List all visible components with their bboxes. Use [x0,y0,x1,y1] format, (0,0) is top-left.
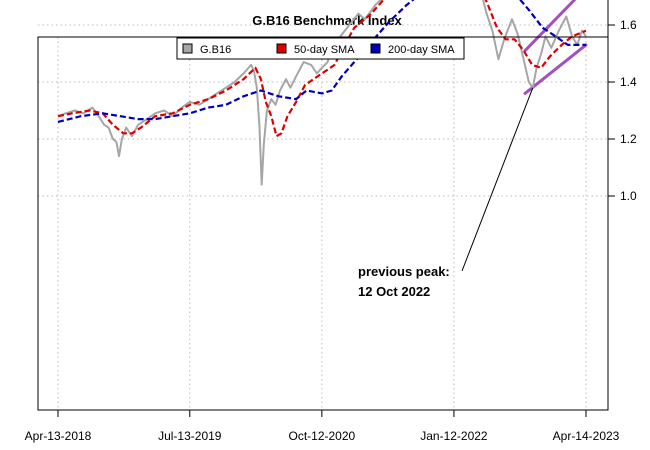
legend-label-200-day-sma: 200-day SMA [388,44,455,56]
lower-trend-line [523,43,588,95]
chart-title: G.B16 Benchmark Index [252,13,402,28]
x-tick-label: Jul-13-2019 [158,429,222,443]
legend-swatch-50-day-sma [276,43,287,54]
series-line-200-day-sma [57,0,586,123]
y-axis: 1.01.21.41.61.82.0 [607,0,637,203]
annotation-text: previous peak: [358,264,450,279]
y-tick-label: 1.0 [620,189,637,203]
legend-label-50-day-sma: 50-day SMA [294,44,355,56]
y-tick-label: 1.4 [620,75,637,89]
gridlines [38,24,608,410]
x-axis: Apr-13-2018 Jul-13-2019 Oct-12-2020 Jan-12-… [25,409,620,443]
x-tick-label: Apr-14-2023 [553,429,620,443]
series-line-g-b16 [57,0,587,186]
legend-swatch-200-day-sma [370,43,381,54]
series-layer [57,0,587,186]
annotation-pointer [461,87,534,272]
y-tick-label: 1.2 [620,132,637,146]
x-tick-label: Oct-12-2020 [289,429,356,443]
legend-swatch-g-b16 [182,43,193,54]
x-tick-label: Apr-13-2018 [25,429,92,443]
y-tick-label: 1.6 [620,18,637,32]
legend-box [176,37,465,60]
upper-trend-line [523,0,577,53]
trend-lines [523,0,588,95]
x-tick-label: Jan-12-2022 [420,429,488,443]
annotation: previous peak: 12 Oct 2022 [358,87,534,299]
annotation-text: 12 Oct 2022 [358,284,430,299]
legend-label-g-b16: G.B16 [200,44,231,56]
series-line-50-day-sma [57,0,587,138]
legend: G.B16 50-day SMA 200-day SMA [176,37,465,60]
